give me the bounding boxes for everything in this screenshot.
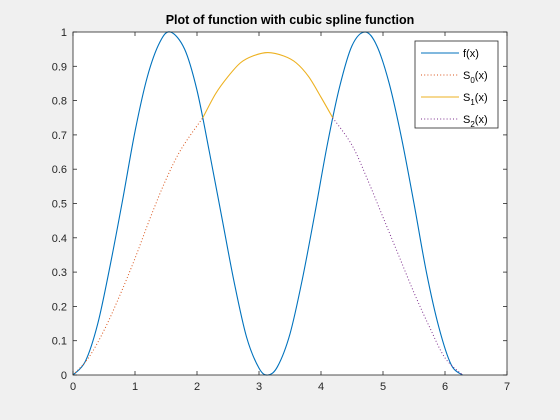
- x-tick-label: 3: [256, 381, 262, 393]
- y-tick-label: 0.2: [52, 301, 67, 313]
- x-tick-label: 0: [70, 381, 76, 393]
- y-tick-label: 0.6: [52, 164, 67, 176]
- x-tick-label: 4: [318, 381, 324, 393]
- y-tick-label: 0: [61, 370, 67, 382]
- y-tick-label: 0.8: [52, 96, 67, 108]
- ticks-layer: 0 1 2 3 4 5 6 7 0 0.1 0.2 0.3 0.4 0.5 0.6 0.7 0.8 0.9 1: [52, 27, 510, 393]
- series-line-s2: [332, 117, 463, 376]
- legend-box: [414, 40, 499, 129]
- y-tick-label: 0.4: [52, 233, 67, 245]
- y-tick-label: 0.7: [52, 130, 67, 142]
- legend: f(x) S0(x) S1(x) S2(x): [414, 40, 499, 129]
- legend-label-s2: S2(x): [463, 114, 488, 129]
- x-tick-label: 1: [132, 381, 138, 393]
- y-tick-label: 0.1: [52, 336, 67, 348]
- chart-title: Plot of function with cubic spline funct…: [166, 13, 415, 27]
- x-tick-label: 7: [504, 381, 510, 393]
- legend-label-s1: S1(x): [463, 92, 488, 107]
- x-tick-label: 2: [194, 381, 200, 393]
- y-tick-label: 0.5: [52, 199, 67, 211]
- y-tick-label: 0.9: [52, 61, 67, 73]
- y-tick-label: 1: [61, 27, 67, 39]
- x-tick-label: 5: [380, 381, 386, 393]
- y-tick-label: 0.3: [52, 267, 67, 279]
- legend-label-f: f(x): [463, 48, 479, 60]
- x-tick-label: 6: [442, 381, 448, 393]
- legend-label-s0: S0(x): [463, 70, 488, 85]
- series-line-s1: [202, 52, 334, 119]
